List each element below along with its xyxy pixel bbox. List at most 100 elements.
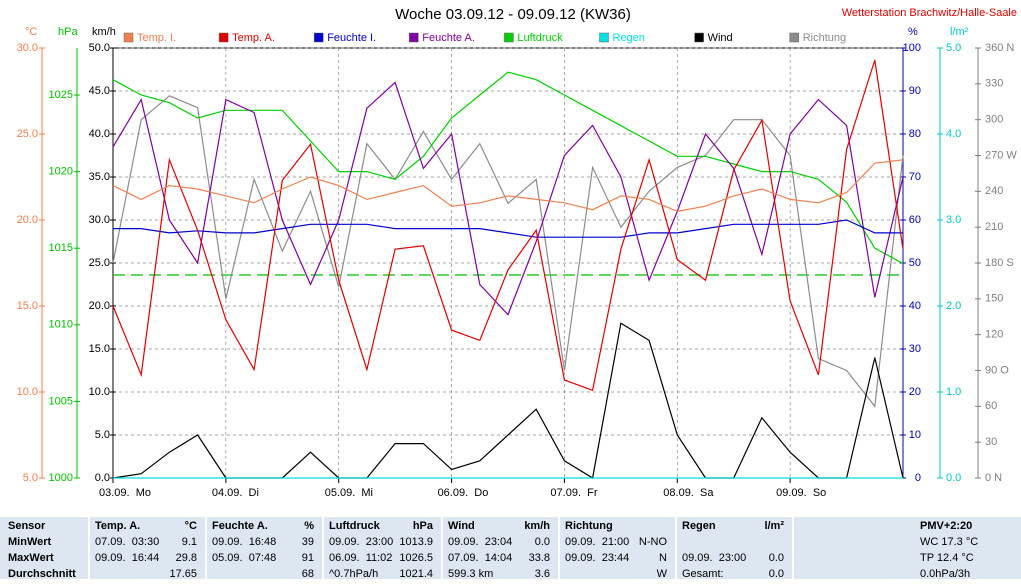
cell-value: 0.0 [769, 552, 784, 564]
x-tick-label: 08.09. Sa [663, 487, 714, 499]
legend-swatch [694, 32, 704, 43]
y-tick-label: 5.0 [95, 429, 110, 441]
cell-value: 9.1 [182, 536, 197, 548]
table-header: Sensor [8, 520, 46, 532]
cell-text: 0.0hPa/3h [920, 568, 970, 579]
series-line [113, 219, 903, 238]
x-tick-label: 07.09. Fr [550, 487, 597, 499]
y-tick-label: 30 [985, 436, 997, 448]
series-line [112, 159, 904, 213]
y-tick-label: 360 N [985, 42, 1014, 54]
axis-unit: % [908, 26, 918, 38]
cell-value: 1021.4 [399, 568, 433, 579]
y-tick-label: 4.0 [946, 128, 961, 140]
y-tick-label: 15.0 [17, 300, 38, 312]
y-tick-label: 30.0 [17, 42, 38, 54]
y-tick-label: 1020 [49, 166, 73, 178]
table-cell [0, 517, 88, 579]
y-tick-label: 50 [909, 257, 921, 269]
cell-value: N [659, 552, 667, 564]
legend-label: Feuchte I. [327, 32, 376, 44]
cell-value: 0.0 [769, 568, 784, 579]
cell-text: 09.09. 23:44 [565, 552, 629, 564]
cell-text: 09.09. 16:44 [95, 552, 159, 564]
row-label: Durchschnitt [8, 568, 76, 579]
row-label: MinWert [8, 536, 52, 548]
cell-value: 0.0 [535, 536, 550, 548]
chart-title: Woche 03.09.12 - 09.09.12 (KW36) [395, 6, 631, 23]
y-tick-label: 50.0 [89, 42, 110, 54]
y-tick-label: 20.0 [89, 300, 110, 312]
x-tick-label: 04.09. Di [212, 487, 259, 499]
legend-swatch [313, 32, 324, 43]
y-tick-label: 120 [985, 329, 1003, 341]
y-tick-label: 70 [909, 171, 921, 183]
y-tick-label: 10.0 [17, 386, 38, 398]
chart-subtitle: Wetterstation Brachwitz/Halle-Saale [842, 7, 1017, 19]
cell-text: 09.09. 23:00 [329, 536, 393, 548]
y-tick-label: 25.0 [17, 128, 38, 140]
cell-text: 09.09. 16:48 [212, 536, 276, 548]
cell-value: 91 [302, 552, 314, 564]
column-header: Feuchte A. [212, 520, 268, 532]
cell-value: 3.6 [535, 568, 550, 579]
cell-value: W [657, 568, 668, 579]
y-tick-label: 2.0 [946, 300, 961, 312]
cell-value: 68 [302, 568, 314, 579]
cell-text: 05.09. 07:48 [212, 552, 276, 564]
axis-unit: km/h [92, 26, 116, 38]
y-tick-label: 30 [909, 343, 921, 355]
cell-text: 09.09. 23:04 [448, 536, 512, 548]
y-tick-label: 90 O [985, 364, 1009, 376]
legend-swatch [789, 32, 799, 43]
cell-text: ^0.7hPa/h [329, 568, 378, 579]
legend-swatch [218, 32, 229, 43]
y-tick-label: 5.0 [946, 42, 961, 54]
x-tick-label: 06.09. Do [438, 487, 489, 499]
column-header: PMV+2:20 [920, 520, 972, 532]
column-header: Regen [682, 520, 716, 532]
y-tick-label: 25.0 [89, 257, 110, 269]
legend-label: Temp. I. [137, 32, 176, 44]
legend-label: Feuchte A. [422, 32, 475, 44]
y-tick-label: 60 [985, 400, 997, 412]
axis-unit: l/m² [950, 26, 969, 38]
table-cell [324, 517, 441, 579]
x-tick-label: 03.09. Mo [99, 487, 151, 499]
legend-label: Temp. A. [232, 32, 275, 44]
y-tick-label: 15.0 [89, 343, 110, 355]
table-cell [207, 517, 322, 579]
y-tick-label: 20 [909, 386, 921, 398]
legend-swatch [409, 32, 419, 43]
series-line [112, 59, 904, 392]
cell-value: 17.65 [169, 568, 197, 579]
x-tick-label: 05.09. Mi [325, 487, 373, 499]
column-unit: km/h [524, 520, 550, 532]
y-tick-label: 5.0 [23, 472, 38, 484]
y-tick-label: 30.0 [89, 214, 110, 226]
cell-value: 1026.5 [399, 552, 433, 564]
cell-text: WC 17.3 °C [920, 536, 978, 548]
cell-value: 1013.9 [399, 536, 433, 548]
column-header: Wind [448, 520, 475, 532]
y-tick-label: 150 [985, 293, 1003, 305]
y-tick-label: 240 [985, 185, 1003, 197]
legend-label: Richtung [803, 32, 846, 44]
y-tick-label: 35.0 [89, 171, 110, 183]
y-tick-label: 45.0 [89, 85, 110, 97]
y-tick-label: 0.0 [95, 472, 110, 484]
column-header: Temp. A. [95, 520, 140, 532]
y-tick-label: 1000 [49, 472, 73, 484]
legend-label: Regen [613, 32, 645, 44]
cell-text: 07.09. 03:30 [95, 536, 159, 548]
column-header: Luftdruck [329, 520, 381, 532]
cell-value: 29.8 [176, 552, 197, 564]
y-tick-label: 40 [909, 300, 921, 312]
column-unit: °C [185, 520, 197, 532]
y-tick-label: 0 N [985, 472, 1002, 484]
cell-text: 599.3 km [448, 568, 493, 579]
row-label: MaxWert [8, 552, 54, 564]
